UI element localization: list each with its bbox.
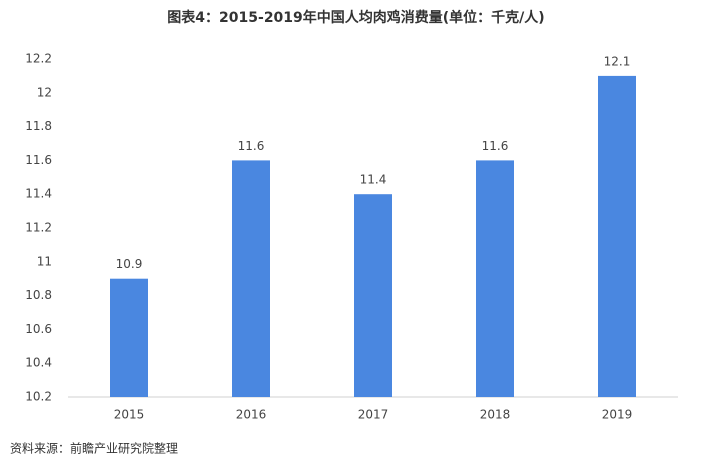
y-tick-label: 10.8 (25, 288, 52, 302)
y-tick-label: 10.4 (25, 356, 52, 370)
bar (232, 160, 270, 397)
value-label: 10.9 (116, 257, 143, 271)
y-tick-label: 11.8 (25, 119, 52, 133)
x-tick-label: 2017 (358, 408, 389, 422)
y-tick-label: 10.2 (25, 390, 52, 404)
x-tick-label: 2019 (602, 408, 633, 422)
value-label: 12.1 (604, 54, 631, 68)
bar (598, 75, 636, 398)
chart-title: 图表4：2015-2019年中国人均肉鸡消费量(单位：千克/人) (167, 9, 544, 26)
x-tick-label: 2018 (480, 408, 511, 422)
x-tick-label: 2016 (236, 408, 267, 422)
bar (476, 160, 514, 397)
y-tick-label: 10.6 (25, 322, 52, 336)
value-label: 11.4 (360, 173, 387, 187)
y-tick-label: 12 (37, 85, 52, 99)
source-note: 资料来源：前瞻产业研究院整理 (10, 441, 178, 456)
value-label: 11.6 (238, 139, 265, 153)
y-tick-label: 12.2 (25, 52, 52, 66)
x-tick-label: 2015 (114, 408, 145, 422)
bar (354, 194, 392, 397)
bar (110, 278, 148, 397)
y-tick-label: 11.6 (25, 153, 52, 167)
y-tick-label: 11.4 (25, 187, 52, 201)
y-tick-label: 11 (37, 254, 52, 268)
y-tick-label: 11.2 (25, 221, 52, 235)
value-label: 11.6 (482, 139, 509, 153)
